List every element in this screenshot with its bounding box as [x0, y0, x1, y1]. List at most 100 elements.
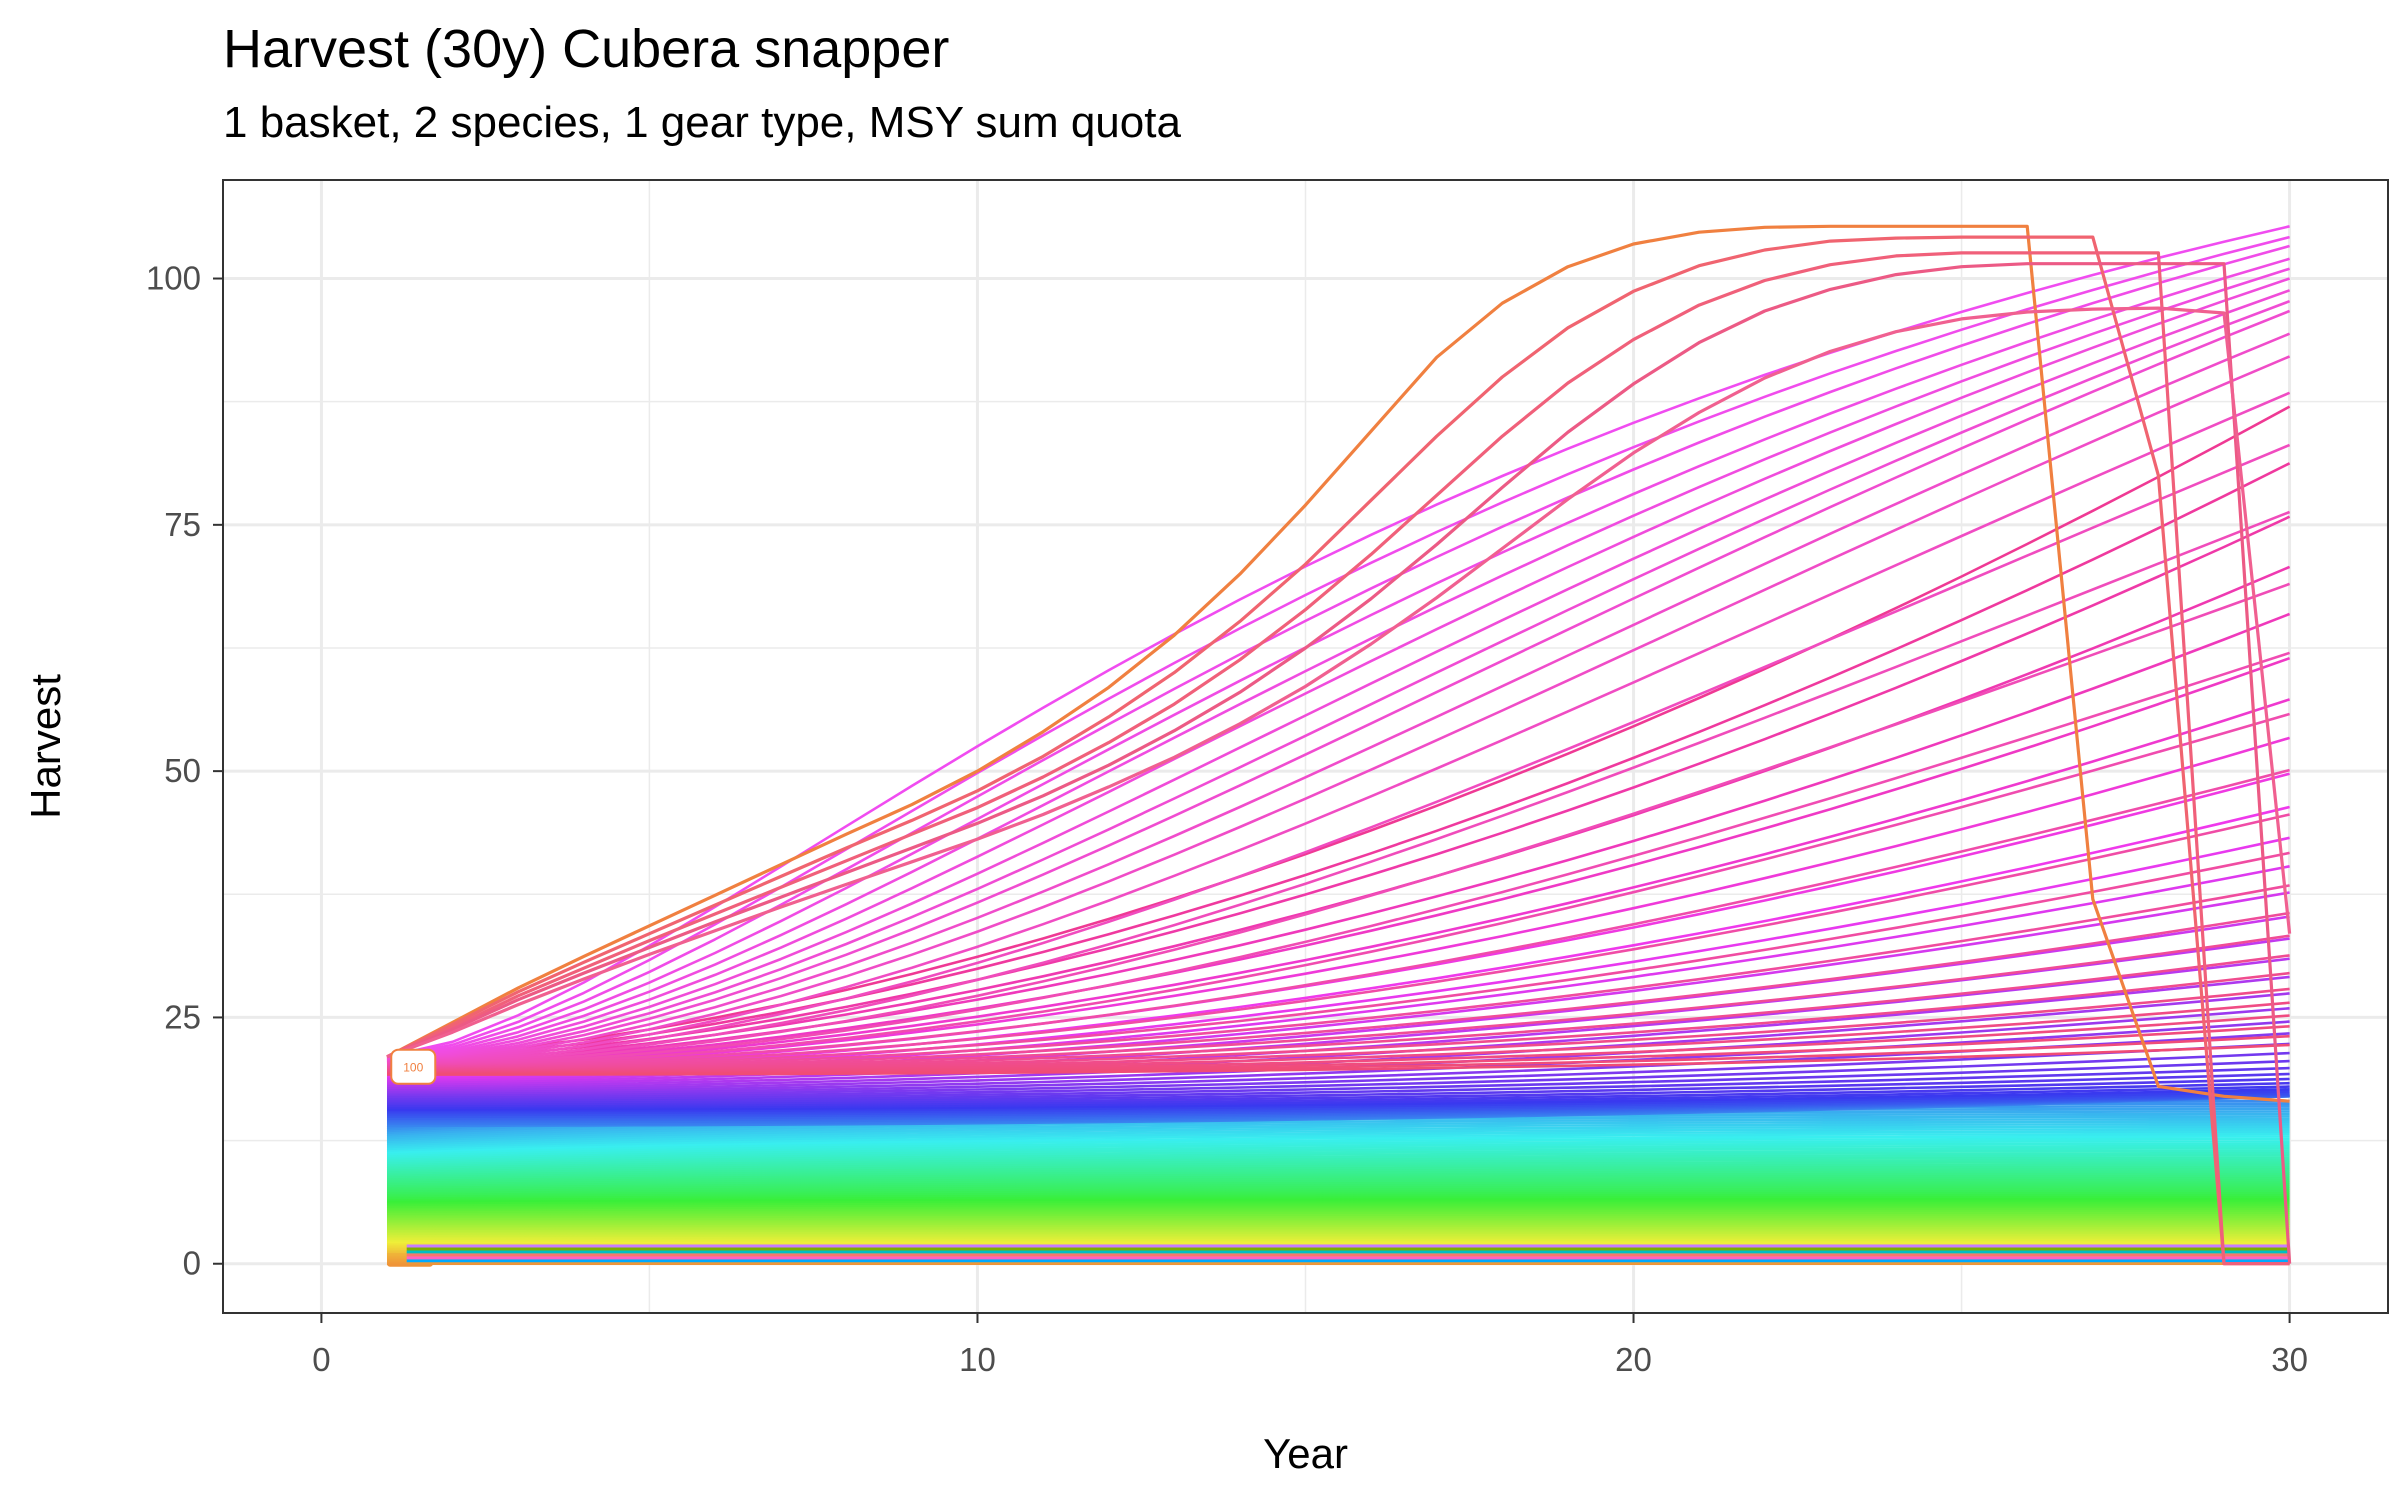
series-line	[386, 1122, 2290, 1145]
x-axis-title: Year	[1263, 1430, 1348, 1477]
series-line	[386, 1185, 2290, 1193]
data-labels: 100	[390, 1048, 437, 1085]
series-line	[386, 736, 2290, 1071]
panel-border	[222, 179, 2389, 1314]
series-line	[387, 1081, 2290, 1108]
x-tick-label: 30	[2271, 1341, 2308, 1378]
series-line	[386, 225, 2290, 1059]
series-line	[386, 1205, 2290, 1210]
series-line	[386, 1165, 2290, 1177]
y-tick-label: 100	[146, 260, 201, 297]
series-line	[387, 1085, 2290, 1109]
series-line	[386, 1203, 2290, 1208]
series-line	[387, 1066, 2290, 1102]
data-label: 100	[403, 1061, 423, 1075]
series-line	[386, 712, 2290, 1068]
series-line	[386, 309, 2291, 1063]
y-tick-label: 25	[164, 998, 201, 1035]
series-line	[386, 391, 2291, 1065]
series-line	[386, 1170, 2290, 1180]
series-line	[386, 1187, 2290, 1194]
series-line	[386, 884, 2290, 1070]
series-line	[386, 332, 2291, 1064]
series-line	[386, 267, 2290, 1061]
series-line	[387, 1090, 2290, 1113]
series-line	[386, 1020, 2290, 1093]
highlight-series-line	[386, 306, 2292, 1059]
series-line	[386, 1238, 2290, 1243]
series-line	[386, 851, 2290, 1070]
series-line	[386, 1147, 2290, 1163]
series-line	[386, 277, 2291, 1062]
x-tick-label: 10	[959, 1341, 996, 1378]
series-line	[386, 1158, 2290, 1172]
series-line	[386, 1127, 2290, 1149]
series-line	[386, 462, 2291, 1060]
series-line	[386, 1042, 2290, 1097]
series-line	[386, 1135, 2290, 1154]
series-line	[386, 582, 2291, 1067]
series-line	[386, 1189, 2290, 1196]
series-line	[386, 1209, 2290, 1213]
series-line	[386, 1117, 2290, 1142]
series-line	[386, 1197, 2290, 1203]
highlight-series-line	[386, 224, 2290, 1103]
series-line	[386, 1176, 2290, 1186]
series-line	[386, 1154, 2290, 1168]
series-line	[386, 1225, 2290, 1229]
data-label-box	[390, 1048, 437, 1085]
series-line	[386, 1125, 2290, 1147]
y-tick-label: 0	[183, 1245, 201, 1282]
series-line	[386, 934, 2290, 1072]
series-line	[386, 1130, 2290, 1151]
series-line	[386, 1213, 2290, 1217]
series-line	[386, 1227, 2290, 1231]
series-line	[387, 1072, 2290, 1104]
series-line	[386, 1199, 2290, 1205]
series-line	[387, 1088, 2290, 1111]
series-line	[386, 1229, 2290, 1233]
series-line	[386, 1051, 2290, 1099]
series-line	[386, 510, 2291, 1066]
y-tick-label: 50	[164, 752, 201, 789]
series-line	[386, 1167, 2290, 1179]
x-tick-label: 20	[1615, 1341, 1652, 1378]
series-line	[386, 235, 2290, 1059]
chart-title: Harvest (30y) Cubera snapper	[223, 19, 950, 79]
x-tick-label: 0	[312, 1341, 330, 1378]
series-line	[386, 975, 2290, 1088]
axis-ticks: 0 10 20 30 0 25 50 75 100	[146, 260, 2308, 1378]
series-line	[386, 1181, 2290, 1189]
series-line	[386, 1161, 2290, 1173]
series-line	[386, 1172, 2290, 1182]
series-line	[387, 1211, 2290, 1215]
series-line	[386, 1235, 2290, 1240]
series-line	[386, 1183, 2290, 1191]
highlight-series-lines	[386, 224, 2292, 1266]
series-line	[386, 1142, 2290, 1159]
series-line	[386, 1237, 2290, 1241]
series-line	[386, 299, 2291, 1063]
series-line	[386, 443, 2291, 1066]
series-line	[386, 515, 2291, 1062]
series-line	[386, 1163, 2290, 1175]
series-line	[386, 1132, 2290, 1152]
series-line	[387, 1093, 2290, 1117]
chart-subtitle: 1 basket, 2 species, 1 gear type, MSY su…	[223, 98, 1181, 147]
series-line	[386, 1140, 2290, 1158]
y-tick-label: 75	[164, 506, 201, 543]
series-line	[386, 1230, 2290, 1234]
series-line	[386, 1151, 2290, 1166]
series-line	[386, 1193, 2290, 1200]
series-line	[386, 244, 2290, 1060]
series-line	[386, 1207, 2290, 1212]
series-line	[386, 911, 2290, 1071]
series-line	[386, 257, 2290, 1060]
series-line	[386, 289, 2291, 1062]
series-line	[386, 1120, 2290, 1143]
series-line	[386, 656, 2291, 1068]
series-line	[386, 1174, 2290, 1184]
series-line	[387, 1059, 2290, 1100]
series-line	[386, 1137, 2290, 1156]
